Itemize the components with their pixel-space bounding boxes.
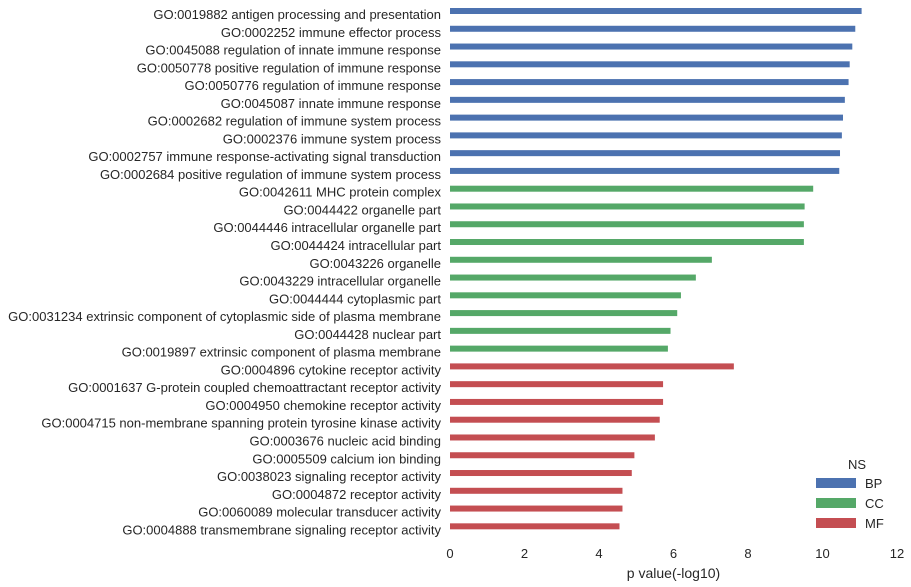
bar-15 bbox=[450, 256, 712, 263]
category-label-14: GO:0044424 intracellular part bbox=[270, 238, 441, 253]
category-label-6: GO:0045087 innate immune response bbox=[221, 96, 441, 111]
category-label-27: GO:0038023 signaling receptor activity bbox=[217, 469, 442, 484]
category-label-1: GO:0019882 antigen processing and presen… bbox=[153, 7, 441, 22]
bar-5 bbox=[450, 79, 849, 86]
legend-swatch-mf bbox=[816, 518, 856, 528]
bar-8 bbox=[450, 132, 842, 139]
category-label-12: GO:0044422 organelle part bbox=[283, 202, 441, 217]
legend-label-bp: BP bbox=[865, 476, 882, 491]
category-label-10: GO:0002684 positive regulation of immune… bbox=[100, 167, 442, 182]
category-label-4: GO:0050778 positive regulation of immune… bbox=[137, 60, 441, 75]
x-tick-label-8: 8 bbox=[744, 546, 751, 561]
bar-13 bbox=[450, 221, 804, 228]
bar-4 bbox=[450, 61, 850, 68]
x-tick-label-0: 0 bbox=[446, 546, 453, 561]
category-labels-group: GO:0019882 antigen processing and presen… bbox=[8, 7, 441, 537]
bar-1 bbox=[450, 8, 862, 14]
legend-label-cc: CC bbox=[865, 496, 884, 511]
x-tick-label-2: 2 bbox=[521, 546, 528, 561]
bar-12 bbox=[450, 203, 805, 210]
category-label-5: GO:0050776 regulation of immune response bbox=[184, 78, 441, 93]
category-label-13: GO:0044446 intracellular organelle part bbox=[213, 220, 441, 235]
category-label-17: GO:0044444 cytoplasmic part bbox=[269, 291, 441, 306]
category-label-3: GO:0045088 regulation of innate immune r… bbox=[145, 43, 441, 58]
bar-18 bbox=[450, 310, 678, 317]
bar-9 bbox=[450, 150, 841, 157]
category-label-22: GO:0001637 G-protein coupled chemoattrac… bbox=[68, 380, 441, 395]
category-label-24: GO:0004715 non-membrane spanning protein… bbox=[41, 416, 441, 431]
bar-2 bbox=[450, 25, 856, 32]
bar-7 bbox=[450, 114, 843, 121]
category-label-15: GO:0043226 organelle bbox=[309, 256, 441, 271]
category-label-18: GO:0031234 extrinsic component of cytopl… bbox=[8, 309, 441, 324]
legend: NS BP CC MF bbox=[816, 457, 884, 531]
legend-title: NS bbox=[848, 457, 866, 472]
bar-29 bbox=[450, 505, 623, 512]
category-label-19: GO:0044428 nuclear part bbox=[294, 327, 441, 342]
bar-25 bbox=[450, 434, 655, 441]
category-label-28: GO:0004872 receptor activity bbox=[272, 487, 442, 502]
category-label-8: GO:0002376 immune system process bbox=[223, 131, 442, 146]
category-label-25: GO:0003676 nucleic acid binding bbox=[249, 433, 441, 448]
category-label-30: GO:0004888 transmembrane signaling recep… bbox=[122, 522, 441, 537]
bar-10 bbox=[450, 167, 840, 174]
bar-14 bbox=[450, 239, 804, 246]
legend-swatch-bp bbox=[816, 478, 856, 488]
category-label-23: GO:0004950 chemokine receptor activity bbox=[205, 398, 441, 413]
bar-6 bbox=[450, 96, 845, 103]
bar-21 bbox=[450, 363, 734, 370]
category-label-29: GO:0060089 molecular transducer activity bbox=[198, 505, 441, 520]
bar-26 bbox=[450, 452, 635, 459]
x-axis-ticks-group: 0 2 4 6 8 10 12 bbox=[446, 546, 904, 561]
bar-19 bbox=[450, 327, 671, 334]
category-label-11: GO:0042611 MHC protein complex bbox=[239, 185, 442, 200]
bar-30 bbox=[450, 523, 620, 530]
bar-22 bbox=[450, 381, 664, 388]
category-label-26: GO:0005509 calcium ion binding bbox=[252, 451, 441, 466]
bar-24 bbox=[450, 416, 660, 423]
legend-label-mf: MF bbox=[865, 516, 884, 531]
x-tick-label-6: 6 bbox=[670, 546, 677, 561]
bar-17 bbox=[450, 292, 681, 299]
legend-entries-group: BP CC MF bbox=[816, 476, 884, 531]
category-label-16: GO:0043229 intracellular organelle bbox=[239, 274, 441, 289]
category-label-7: GO:0002682 regulation of immune system p… bbox=[148, 114, 442, 129]
category-label-21: GO:0004896 cytokine receptor activity bbox=[221, 362, 442, 377]
bar-20 bbox=[450, 345, 668, 352]
x-tick-label-12: 12 bbox=[890, 546, 904, 561]
bar-28 bbox=[450, 487, 623, 494]
bar-16 bbox=[450, 274, 696, 281]
bar-11 bbox=[450, 185, 814, 192]
category-label-2: GO:0002252 immune effector process bbox=[221, 25, 442, 40]
legend-swatch-cc bbox=[816, 498, 856, 508]
x-tick-label-4: 4 bbox=[595, 546, 602, 561]
bar-23 bbox=[450, 398, 664, 405]
bar-27 bbox=[450, 470, 632, 477]
bars-group bbox=[450, 8, 862, 530]
category-label-20: GO:0019897 extrinsic component of plasma… bbox=[122, 345, 441, 360]
bar-3 bbox=[450, 43, 853, 50]
category-label-9: GO:0002757 immune response-activating si… bbox=[88, 149, 441, 164]
x-tick-label-10: 10 bbox=[815, 546, 829, 561]
x-axis-label: p value(-log10) bbox=[627, 565, 720, 581]
